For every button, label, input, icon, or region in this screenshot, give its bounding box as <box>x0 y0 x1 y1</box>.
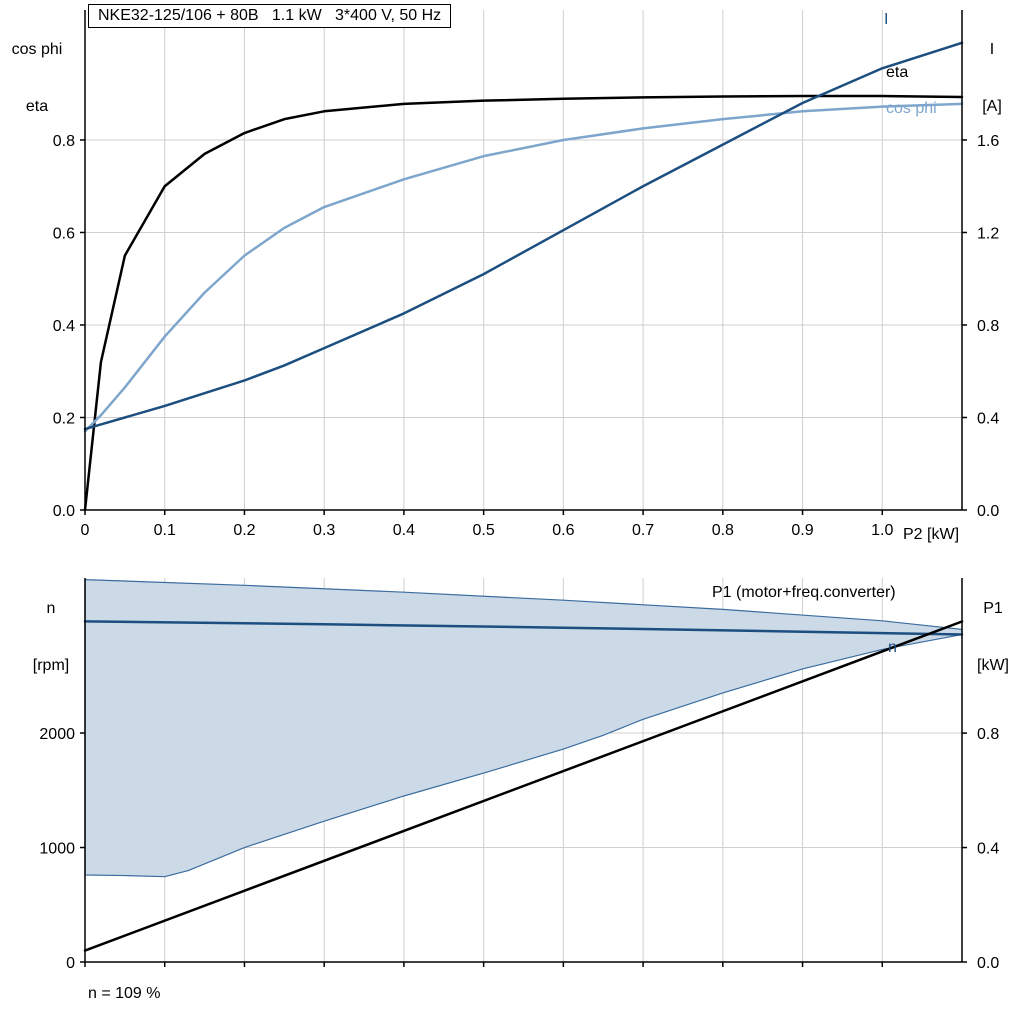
svg-text:1.6: 1.6 <box>977 133 999 150</box>
series-P1 (motor+freq.converter) <box>83 620 964 952</box>
svg-text:0.7: 0.7 <box>632 522 654 539</box>
curve-label-speed: n <box>888 639 897 656</box>
svg-text:0: 0 <box>81 522 90 539</box>
svg-text:0.8: 0.8 <box>712 522 734 539</box>
curve-label-cosphi: cos phi <box>886 100 937 117</box>
svg-text:0.6: 0.6 <box>53 225 75 242</box>
svg-text:0.1: 0.1 <box>154 522 176 539</box>
curve-label-current: I <box>884 11 889 28</box>
tick-labels: 0 0.1 0.2 0.3 0.4 0.5 0.6 0.7 0.8 0.9 1.0 0.0 0.2 0.4… <box>53 133 1000 539</box>
axes <box>84 10 963 511</box>
svg-text:0: 0 <box>66 955 75 972</box>
svg-text:0.8: 0.8 <box>53 133 75 150</box>
chart-title: NKE32-125/106 + 80B 1.1 kW 3*400 V, 50 H… <box>88 4 452 28</box>
svg-text:0.0: 0.0 <box>53 503 75 520</box>
svg-text:0.8: 0.8 <box>977 318 999 335</box>
axis-label-current: I <box>989 41 995 58</box>
series-I <box>83 41 964 431</box>
series-n <box>83 620 964 636</box>
svg-text:0.2: 0.2 <box>53 410 75 427</box>
svg-text:0.4: 0.4 <box>977 410 999 427</box>
svg-text:0.4: 0.4 <box>977 841 999 858</box>
series-area-speed-range-envelope <box>84 578 963 878</box>
axis-label-p1: P1 <box>983 600 1003 617</box>
svg-text:0.5: 0.5 <box>473 522 495 539</box>
svg-text:0.8: 0.8 <box>977 726 999 743</box>
gridlines <box>85 10 962 510</box>
top-left-axis-header: cos phi eta <box>4 2 70 154</box>
series-eta <box>83 94 964 512</box>
bottom-right-axis-header: P1 [kW] <box>966 561 1020 713</box>
bottom-left-axis-header: n [rpm] <box>18 561 84 713</box>
curve-label-eta: eta <box>886 64 909 81</box>
svg-text:0.3: 0.3 <box>313 522 335 539</box>
svg-text:0.6: 0.6 <box>552 522 574 539</box>
svg-text:1.2: 1.2 <box>977 225 999 242</box>
svg-text:0.0: 0.0 <box>977 955 999 972</box>
axes <box>84 578 963 963</box>
axis-label-rpm-unit: [rpm] <box>32 657 70 674</box>
svg-text:0.9: 0.9 <box>791 522 813 539</box>
axis-label-cosphi: cos phi <box>11 41 63 58</box>
svg-text:1.0: 1.0 <box>871 522 893 539</box>
curve-label-p1: P1 (motor+freq.converter) <box>712 584 896 601</box>
axis-label-ampere-unit: [A] <box>982 98 1002 115</box>
svg-text:0.4: 0.4 <box>53 318 75 335</box>
svg-text:2000: 2000 <box>39 726 75 743</box>
tick-labels: 0 1000 2000 0.0 0.4 0.8 <box>39 726 999 972</box>
x-axis-label-p2: P2 [kW] <box>903 526 960 543</box>
axis-label-eta: eta <box>25 98 49 115</box>
axis-label-kw-unit: [kW] <box>977 657 1009 674</box>
series-cos phi <box>83 102 964 433</box>
svg-text:0.2: 0.2 <box>233 522 255 539</box>
speed-percentage-note: n = 109 % <box>88 985 161 1002</box>
axis-label-speed: n <box>46 600 56 617</box>
svg-text:0.4: 0.4 <box>393 522 415 539</box>
svg-text:1000: 1000 <box>39 841 75 858</box>
svg-text:0.0: 0.0 <box>977 503 999 520</box>
top-right-axis-header: I [A] <box>966 2 1018 154</box>
